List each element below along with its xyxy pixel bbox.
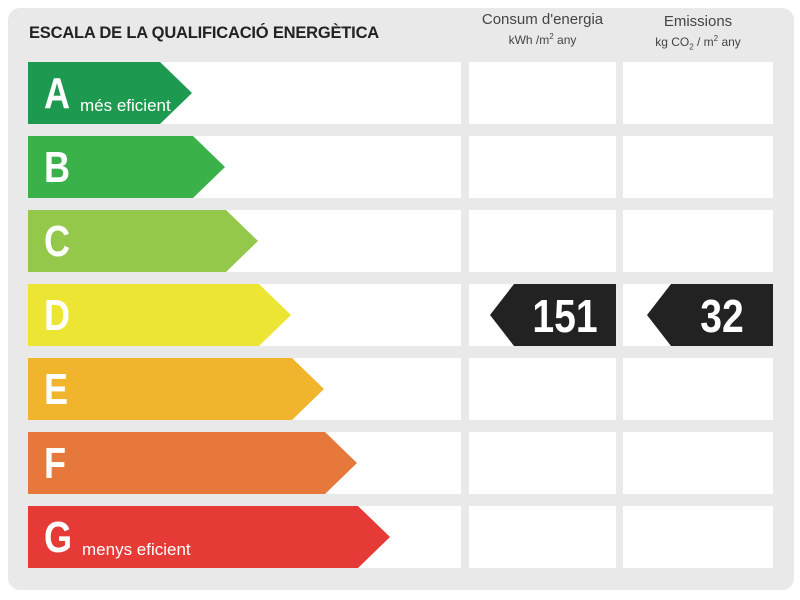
rating-arrow-d (28, 284, 291, 346)
emissions-value-cell (623, 62, 773, 124)
rating-arrow-g (28, 506, 390, 568)
emissions-value-cell (623, 210, 773, 272)
emissions-value-cell (623, 432, 773, 494)
rating-arrow-a (28, 62, 192, 124)
energy-value-cell (469, 62, 616, 124)
emissions-value-cell (623, 506, 773, 568)
rating-letter: A (44, 69, 71, 118)
emissions-value: 32 (700, 290, 744, 342)
rating-arrow-e (28, 358, 324, 420)
energy-value-cell (469, 506, 616, 568)
scale-title: ESCALA DE LA QUALIFICACIÓ ENERGÈTICA (29, 24, 379, 42)
energy-value-cell (469, 358, 616, 420)
rating-letter: G (44, 513, 73, 562)
rating-letter: B (44, 143, 71, 192)
emissions-column-unit: kg CO2 / m2 any (655, 34, 741, 52)
rating-sublabel: menys eficient (82, 540, 191, 559)
rating-row-f: F (0, 432, 800, 494)
emissions-column-header: Emissions kg CO2 / m2 any (623, 13, 773, 51)
energy-column-unit: kWh /m2 any (508, 32, 577, 47)
rating-letter: C (44, 217, 71, 266)
rating-arrow-f (28, 432, 357, 494)
emissions-value-cell (623, 358, 773, 420)
rating-row-b: B (0, 136, 800, 198)
rating-row-e: E (0, 358, 800, 420)
energy-value: 151 (532, 290, 598, 342)
energy-value-cell (469, 210, 616, 272)
rating-arrow-c (28, 210, 258, 272)
energy-column-label: Consum d'energia (481, 11, 604, 28)
energy-badge (490, 284, 616, 346)
rating-letter: F (44, 439, 67, 488)
energy-column-header: Consum d'energia kWh /m2 any (469, 11, 616, 47)
rating-row-c: C (0, 210, 800, 272)
rating-arrow-b (28, 136, 225, 198)
rating-letter: D (44, 291, 71, 340)
rating-row-d: D 151 32 (0, 284, 800, 346)
energy-value-cell (469, 136, 616, 198)
rating-sublabel: més eficient (80, 96, 171, 115)
emissions-column-label: Emissions (663, 13, 733, 30)
rating-letter: E (44, 365, 69, 414)
emissions-value-cell (623, 136, 773, 198)
emissions-badge (647, 284, 773, 346)
energy-value-cell (469, 432, 616, 494)
